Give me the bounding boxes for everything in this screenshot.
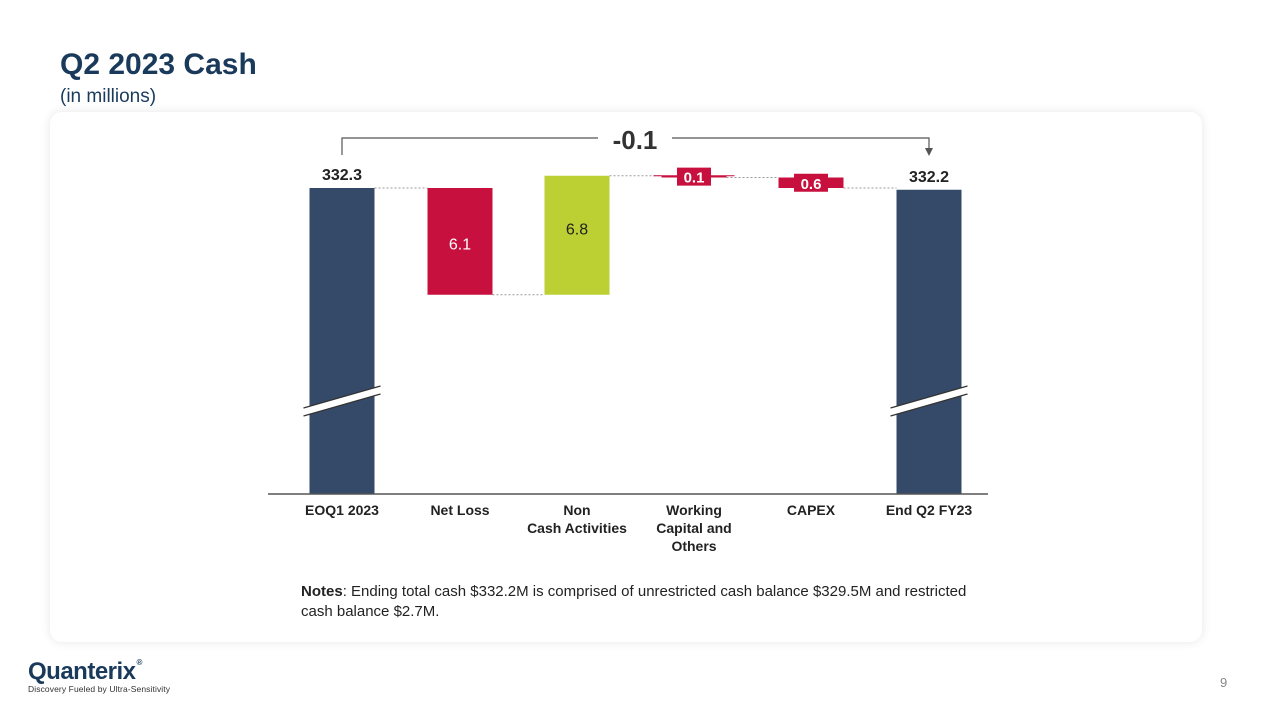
axis-break [303, 386, 381, 416]
net-change-arrowhead [925, 148, 933, 156]
chart-card: 332.3 6.1 6.8 0.1 0.6 332.2 EOQ1 2023 Net Loss N… [50, 112, 1202, 642]
notes-text: : Ending total cash $332.2M is comprised… [301, 583, 967, 620]
net-change-label: -0.1 [613, 125, 658, 155]
category-label: End Q2 FY23 [886, 502, 973, 518]
slide-subtitle: (in millions) [60, 86, 157, 107]
total-value-label: 332.2 [909, 169, 949, 186]
value-label-box [677, 167, 711, 186]
category-label: EOQ1 2023 [305, 502, 379, 518]
increase-bar [544, 175, 610, 295]
category-label: Non [563, 502, 590, 518]
category-label: Working [666, 502, 722, 518]
axis-break-line [303, 385, 381, 409]
change-value-label: 6.8 [566, 221, 588, 238]
page-number: 9 [1220, 675, 1228, 690]
axis-break [890, 386, 968, 416]
axis-break-line [303, 393, 381, 417]
category-label: CAPEX [787, 502, 836, 518]
logo-wordmark: Quanterix® [28, 658, 142, 686]
change-value-label: 0.6 [801, 176, 822, 193]
total-bar [896, 189, 962, 494]
decrease-bar [427, 188, 493, 295]
category-label: Net Loss [430, 502, 489, 518]
total-bar [309, 188, 375, 494]
logo-name: Quanterix [28, 658, 136, 685]
category-label: Capital and [656, 520, 731, 536]
notes: Notes: Ending total cash $332.2M is comp… [301, 582, 1001, 622]
axis-break-line [890, 393, 968, 417]
company-logo: Quanterix® Discovery Fueled by Ultra-Sen… [28, 658, 228, 702]
net-change-bracket [672, 137, 930, 150]
axis-break-line [890, 385, 968, 409]
logo-tagline: Discovery Fueled by Ultra-Sensitivity [28, 684, 171, 694]
notes-label: Notes [301, 583, 343, 600]
logo-trademark: ® [136, 658, 143, 667]
waterfall-chart: 332.3 6.1 6.8 0.1 0.6 332.2 EOQ1 2023 Net Loss N… [268, 125, 988, 554]
value-label-box [794, 173, 828, 192]
slide-title: Q2 2023 Cash [60, 48, 257, 81]
category-label: Cash Activities [527, 520, 627, 536]
total-value-label: 332.3 [322, 167, 362, 184]
change-value-label: 0.1 [684, 170, 705, 187]
net-change-bracket [341, 137, 598, 155]
category-label: Others [671, 538, 716, 554]
change-value-label: 6.1 [449, 236, 471, 253]
